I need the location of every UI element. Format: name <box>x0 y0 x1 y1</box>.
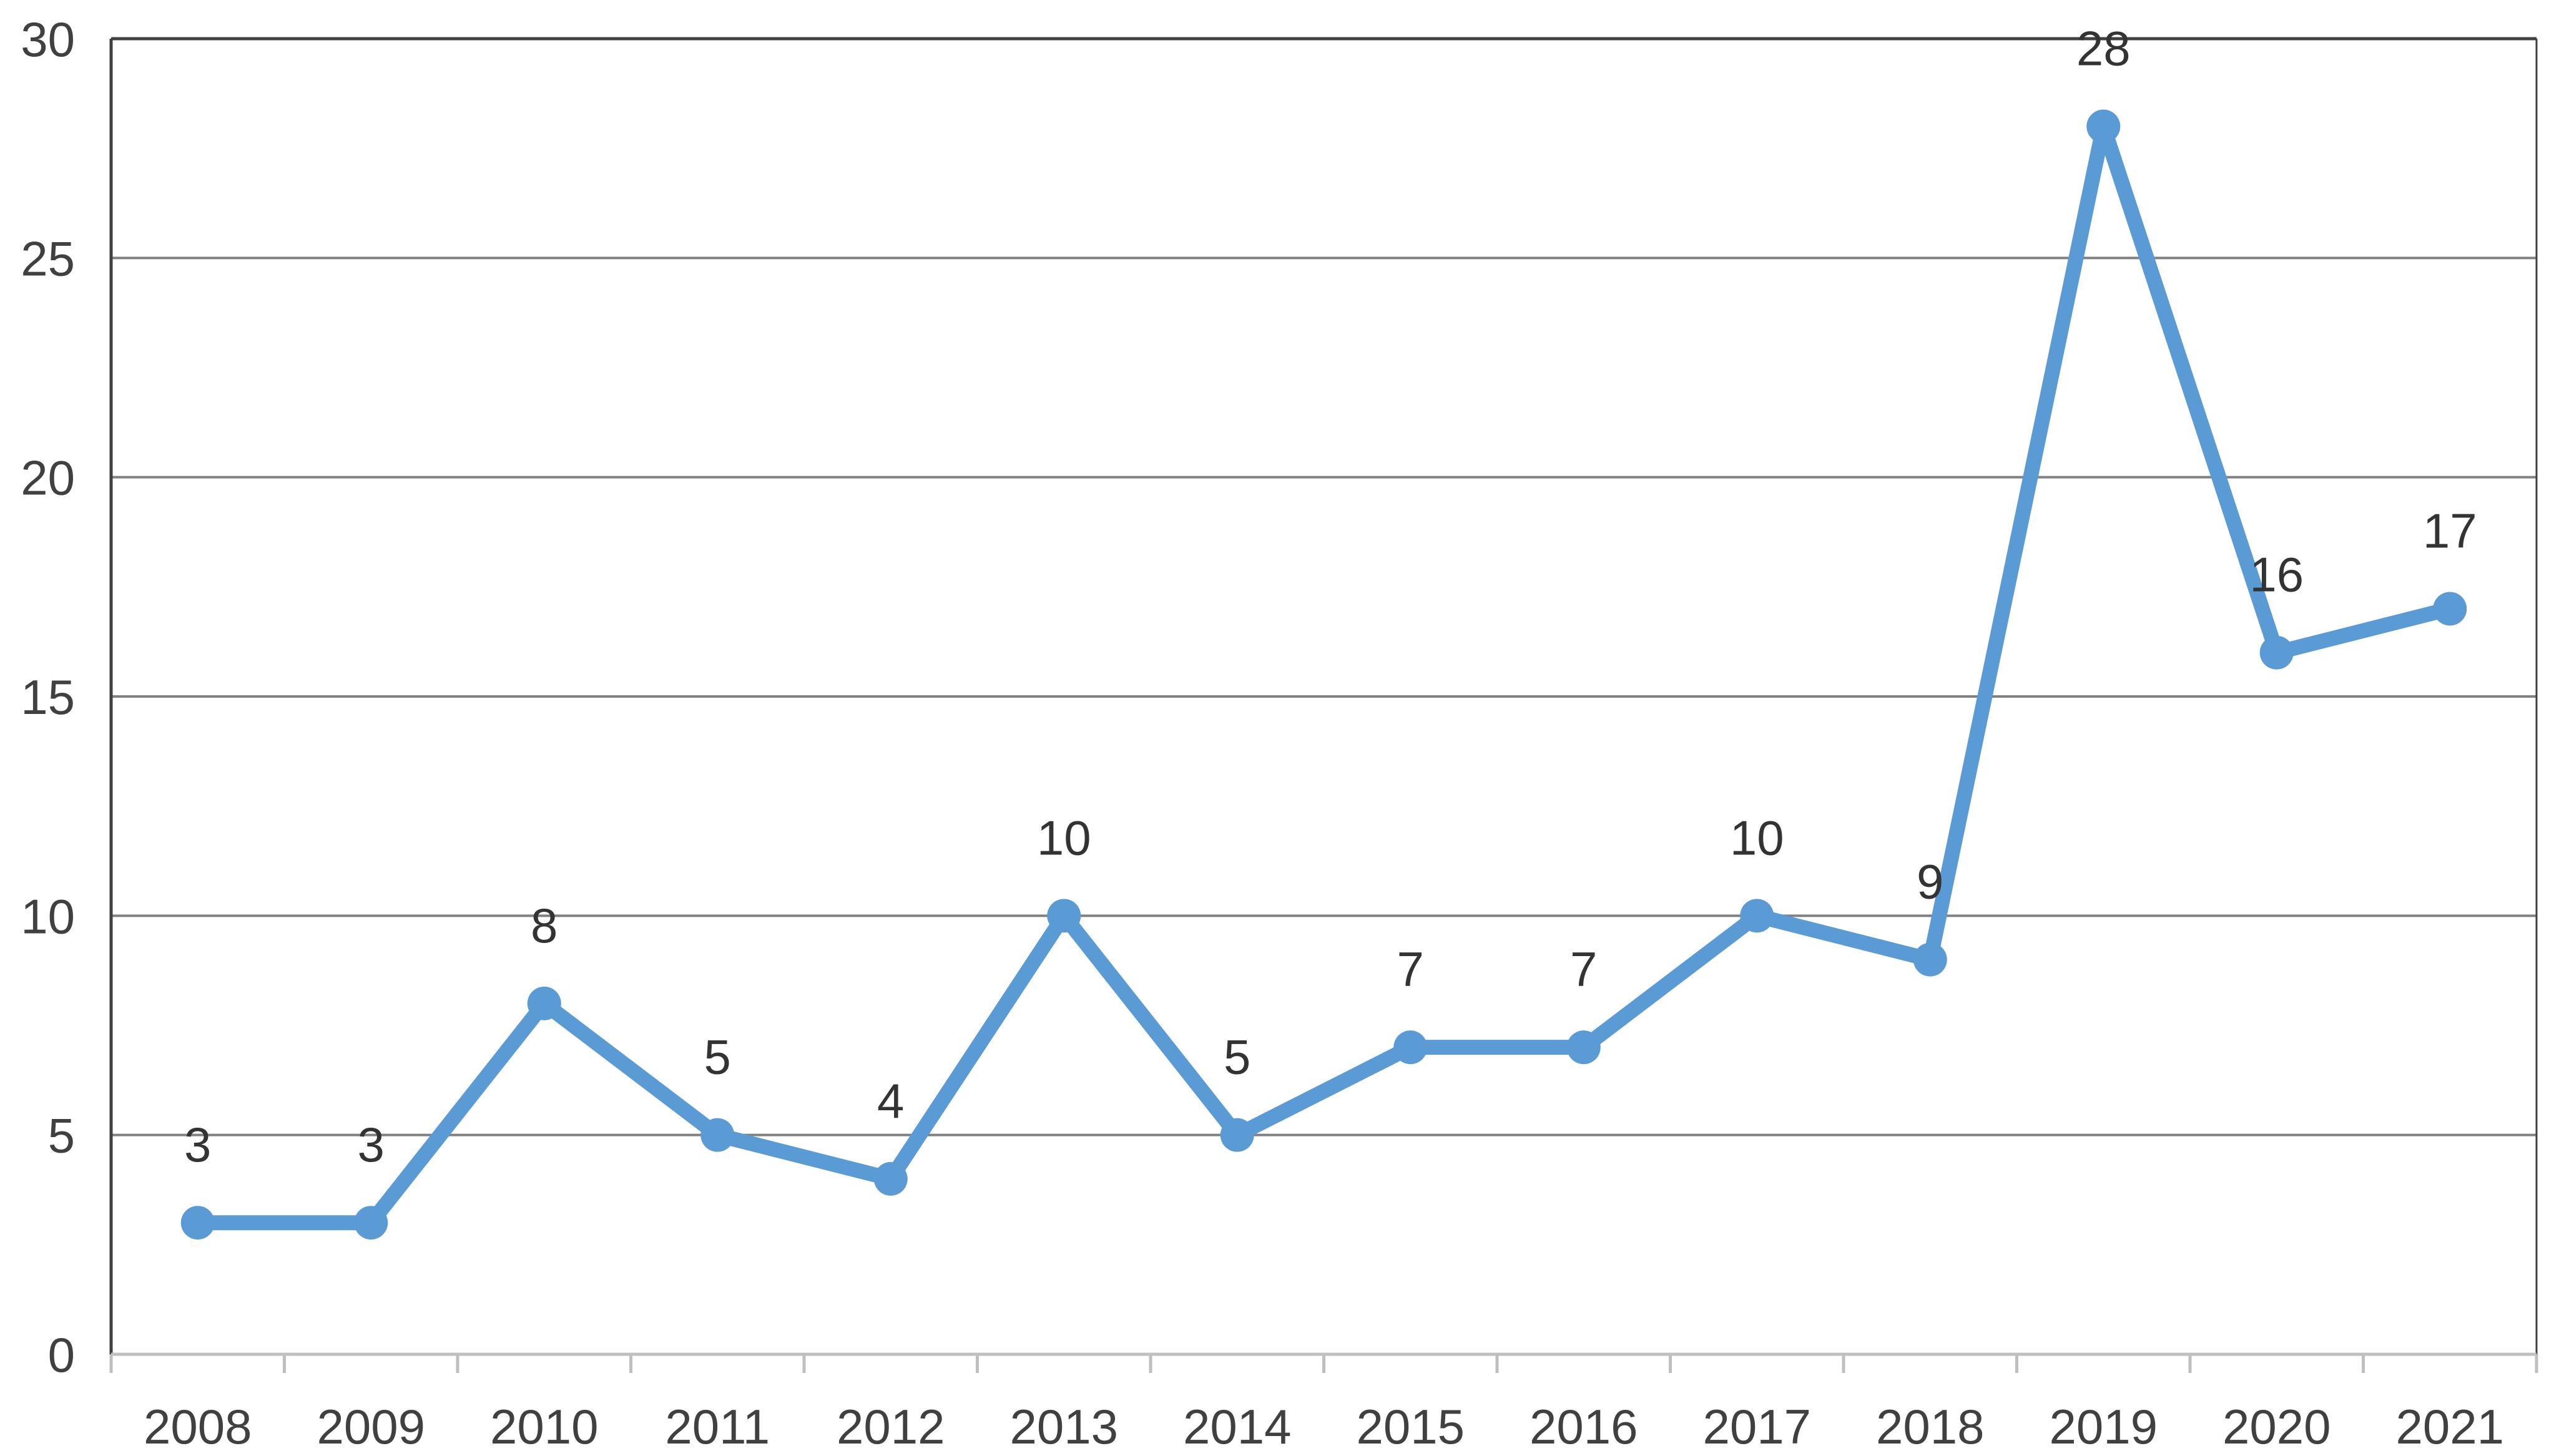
data-point-2016 <box>1566 1030 1601 1065</box>
y-tick-label-25: 25 <box>21 231 75 286</box>
data-point-2011 <box>700 1118 735 1152</box>
y-tick-label-5: 5 <box>48 1108 75 1163</box>
data-label-2019: 28 <box>2076 21 2131 76</box>
y-tick-label-20: 20 <box>21 451 75 506</box>
data-label-2012: 4 <box>877 1073 904 1128</box>
data-label-2015: 7 <box>1397 942 1424 997</box>
x-tick-label-2010: 2010 <box>490 1399 599 1453</box>
x-axis-tick-labels: 2008 2009 2010 2011 2012 2013 2014 2015 2016 2017… <box>144 1399 2504 1454</box>
data-label-2009: 3 <box>358 1117 385 1172</box>
data-label-2017: 10 <box>1730 810 1784 865</box>
x-tick-label-2012: 2012 <box>837 1399 945 1453</box>
data-point-2009 <box>354 1206 388 1240</box>
x-tick-label-2018: 2018 <box>1876 1399 1985 1453</box>
data-point-2021 <box>2433 592 2467 626</box>
data-point-2020 <box>2259 635 2294 670</box>
data-label-2021: 17 <box>2423 503 2477 558</box>
data-label-2008: 3 <box>184 1117 211 1172</box>
x-tick-label-2014: 2014 <box>1183 1399 1292 1453</box>
x-tick-label-2008: 2008 <box>144 1399 252 1453</box>
y-tick-label-10: 10 <box>21 889 75 944</box>
data-point-2019 <box>2086 109 2121 144</box>
x-tick-label-2016: 2016 <box>1530 1399 1638 1453</box>
data-label-2013: 10 <box>1037 810 1091 865</box>
y-tick-label-15: 15 <box>21 670 75 725</box>
data-point-2015 <box>1393 1030 1428 1065</box>
data-point-2018 <box>1913 942 1947 977</box>
y-tick-label-30: 30 <box>21 12 75 67</box>
data-label-2018: 9 <box>1917 854 1943 909</box>
x-tick-label-2021: 2021 <box>2395 1399 2504 1453</box>
data-point-2017 <box>1740 899 1774 933</box>
data-point-2010 <box>527 986 561 1020</box>
data-point-2012 <box>873 1161 908 1196</box>
x-tick-label-2009: 2009 <box>317 1399 425 1453</box>
data-labels: 3 3 8 5 4 10 5 7 7 10 9 28 16 17 <box>184 21 2477 1173</box>
series-line-0 <box>190 119 2458 1231</box>
data-label-2011: 5 <box>704 1030 731 1085</box>
gridlines <box>111 257 2537 1136</box>
x-tick-label-2019: 2019 <box>2049 1399 2158 1453</box>
data-label-2020: 16 <box>2249 547 2304 602</box>
x-tick-label-2015: 2015 <box>1356 1399 1465 1453</box>
x-tick-label-2017: 2017 <box>1702 1399 1811 1453</box>
data-label-2016: 7 <box>1570 942 1597 997</box>
y-tick-label-0: 0 <box>48 1327 75 1382</box>
series <box>180 109 2467 1240</box>
data-point-2013 <box>1047 899 1081 933</box>
data-point-2014 <box>1220 1118 1254 1152</box>
x-tick-label-2011: 2011 <box>665 1399 770 1453</box>
x-tick-label-2013: 2013 <box>1009 1399 1118 1453</box>
x-tick-label-2020: 2020 <box>2222 1399 2331 1453</box>
data-point-2008 <box>180 1206 215 1240</box>
data-label-2014: 5 <box>1224 1030 1250 1085</box>
axes <box>109 37 2538 1373</box>
data-label-2010: 8 <box>531 898 557 953</box>
y-axis-tick-labels: 0 5 10 15 20 25 30 <box>21 12 75 1382</box>
